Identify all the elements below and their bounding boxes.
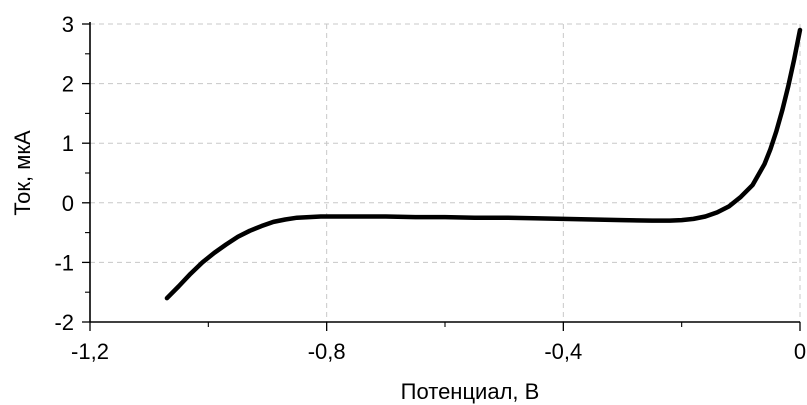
x-tick-label: -1,2 [71, 339, 109, 364]
series-layer [164, 27, 803, 301]
y-tick-label: 0 [62, 191, 74, 216]
y-axis-title: Ток, мкА [10, 130, 35, 216]
x-axis-title: Потенциал, В [401, 379, 540, 404]
y-tick-label: 2 [62, 72, 74, 97]
x-tick-label: -0,4 [544, 339, 582, 364]
grid-layer [90, 23, 801, 322]
y-tick-label: -2 [54, 310, 74, 335]
y-tick-label: 3 [62, 12, 74, 37]
y-tick-label: 1 [62, 131, 74, 156]
y-tick-label: -1 [54, 250, 74, 275]
x-tick-label: -0,8 [308, 339, 346, 364]
x-tick-label: 0 [794, 339, 806, 364]
label-layer: Потенциал, В Ток, мкА -1,2 -0,8 -0,4 0 -2 -1 0… [10, 12, 806, 404]
axis-layer [82, 22, 801, 331]
series-line [164, 27, 803, 301]
